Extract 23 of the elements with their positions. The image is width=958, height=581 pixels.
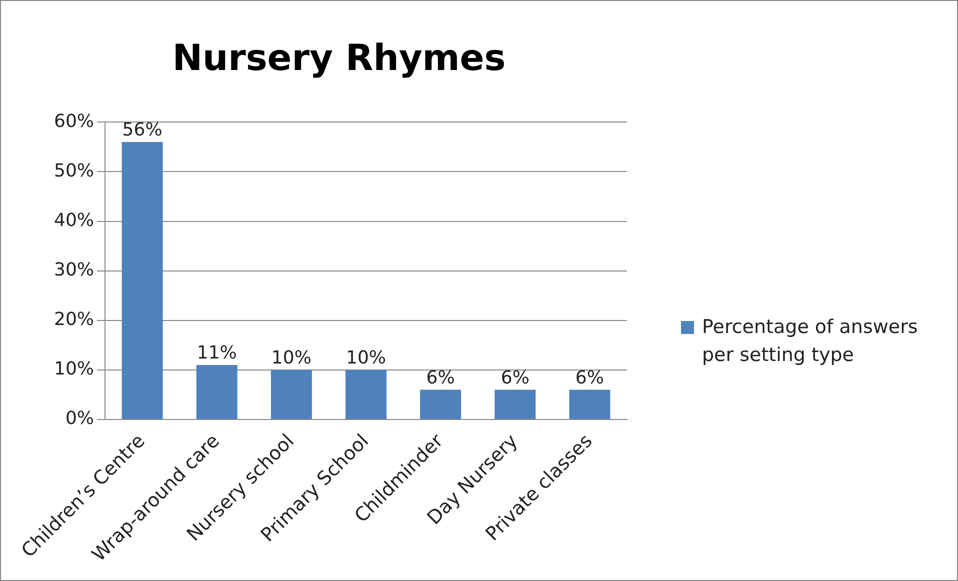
data-label: 6% — [575, 367, 604, 388]
bar — [420, 390, 462, 419]
data-label: 10% — [346, 348, 386, 369]
data-label: 6% — [426, 367, 455, 388]
data-label: 10% — [271, 348, 312, 369]
bar — [270, 370, 312, 419]
legend-label: Percentage of answers per setting type — [702, 315, 919, 368]
y-tick-label: 10% — [54, 358, 94, 380]
data-label: 56% — [122, 120, 162, 141]
bar — [345, 370, 387, 419]
bar — [494, 390, 536, 419]
y-tick-label: 0% — [65, 408, 94, 430]
data-label: 11% — [196, 342, 237, 364]
y-tick-label: 40% — [54, 210, 94, 231]
bar — [196, 364, 238, 419]
y-tick-label: 60% — [54, 110, 94, 132]
data-label: 6% — [500, 367, 530, 388]
bar — [569, 390, 610, 419]
bar — [122, 142, 163, 419]
chart-title: Nursery Rhymes — [172, 38, 506, 79]
y-tick-label: 50% — [54, 160, 94, 182]
y-tick-label: 20% — [54, 309, 94, 330]
y-tick-label: 30% — [54, 259, 94, 280]
